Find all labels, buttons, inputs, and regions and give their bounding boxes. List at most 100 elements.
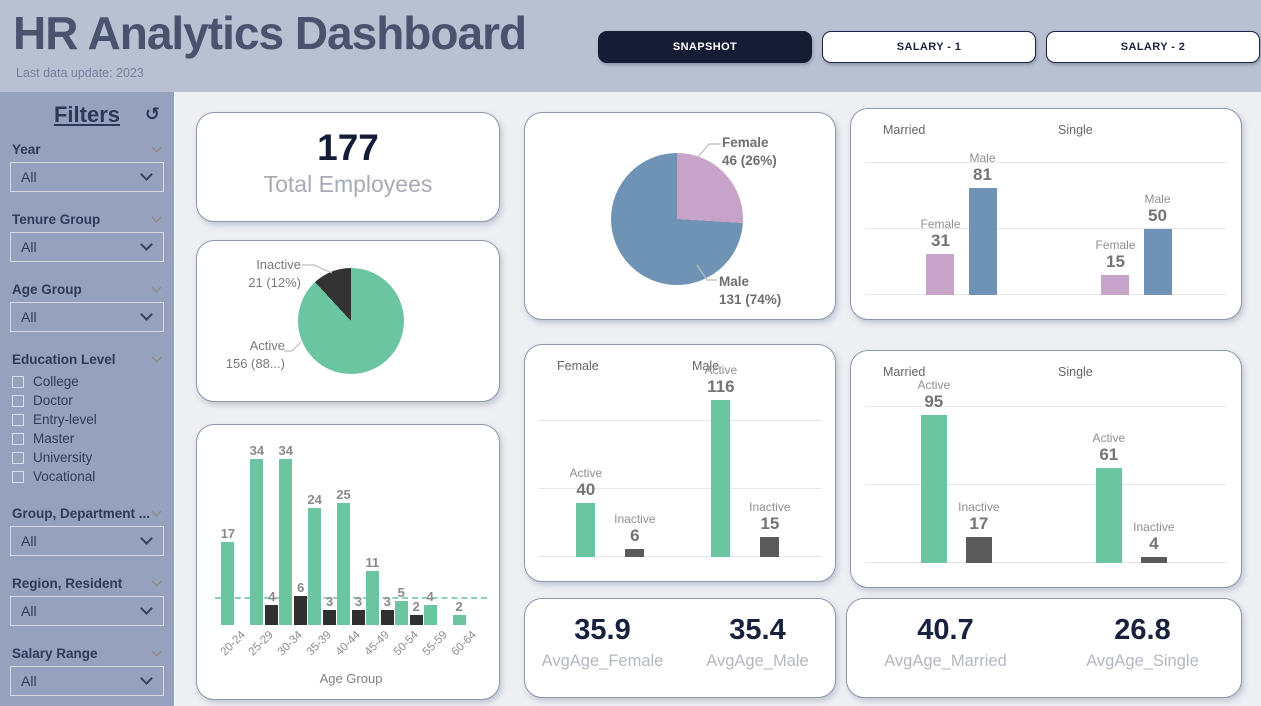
bar-group-married: Married Active 95 Inactive 17 xyxy=(871,365,1046,563)
bar-group-male: Male Active 116 Inactive 15 xyxy=(680,359,815,557)
bar-active[interactable] xyxy=(308,507,322,625)
filter-group: Group, Department ... All xyxy=(10,504,164,556)
chevron-collapse-icon[interactable] xyxy=(151,352,162,363)
bar-active[interactable] xyxy=(394,600,408,625)
bar-active[interactable] xyxy=(452,615,466,625)
checkbox[interactable] xyxy=(12,413,24,426)
tab-snapshot[interactable]: SNAPSHOT xyxy=(598,31,812,63)
bar-active[interactable] xyxy=(221,541,235,625)
filter-dropdown[interactable]: All xyxy=(10,232,164,262)
bar-active[interactable] xyxy=(920,414,947,563)
bar-value-label: 4 xyxy=(268,589,276,605)
filters-title: Filters xyxy=(53,102,121,127)
filter-label-row: Age Group xyxy=(10,280,164,298)
filter-label: Region, Resident xyxy=(12,575,123,591)
pie[interactable] xyxy=(298,268,404,374)
bar-inactive[interactable] xyxy=(965,536,992,563)
bar-inactive[interactable] xyxy=(625,548,645,557)
age-cluster: 17 xyxy=(221,439,249,625)
chevron-collapse-icon[interactable] xyxy=(151,646,162,657)
gender-pie-chart: Female 46 (26%) Male 131 (74%) xyxy=(525,113,835,319)
bar-wrap: Inactive 15 xyxy=(749,359,791,557)
bar-value-label: 17 xyxy=(969,513,989,533)
bar-active[interactable] xyxy=(576,502,596,557)
filter-option[interactable]: University xyxy=(10,448,164,467)
bar-value-label: 40 xyxy=(576,479,596,499)
bar-inactive[interactable] xyxy=(760,536,780,557)
tab-salary-2[interactable]: SALARY - 2 xyxy=(1046,31,1260,63)
filter-option[interactable]: Entry-level xyxy=(10,410,164,429)
filter-dropdown[interactable]: All xyxy=(10,162,164,192)
tab-salary-1[interactable]: SALARY - 1 xyxy=(822,31,1036,63)
chevron-collapse-icon[interactable] xyxy=(151,576,162,587)
bar-inactive[interactable] xyxy=(265,605,279,625)
bar-wrap: Male 81 xyxy=(968,123,997,295)
bar-inactive[interactable] xyxy=(294,595,308,625)
filter-dropdown[interactable]: All xyxy=(10,526,164,556)
bar-female[interactable] xyxy=(926,254,955,295)
bar-wrap: 11 xyxy=(366,439,379,625)
checkbox[interactable] xyxy=(12,451,24,464)
reset-filters-icon[interactable]: ↺ xyxy=(144,104,160,125)
bar-wrap: Active 40 xyxy=(569,359,602,557)
filter-option-label: University xyxy=(33,450,93,465)
bars: Active 95 Inactive 17 xyxy=(871,365,1046,563)
card-gender-pie: Female 46 (26%) Male 131 (74%) xyxy=(524,112,836,320)
age-category: 17 xyxy=(221,439,250,625)
axis-tick: 60-64 xyxy=(449,625,481,671)
filter-option[interactable]: Vocational xyxy=(10,467,164,486)
bar-active[interactable] xyxy=(337,502,350,625)
bar-wrap: 4 xyxy=(265,439,279,625)
pie[interactable] xyxy=(611,153,743,285)
chevron-collapse-icon[interactable] xyxy=(151,212,162,223)
chevron-collapse-icon[interactable] xyxy=(151,506,162,517)
pie-label-name: Inactive xyxy=(256,257,301,272)
axis-tick: 45-49 xyxy=(362,625,394,671)
gridline xyxy=(865,161,1227,163)
bar-inactive[interactable] xyxy=(323,610,337,625)
axis-tick-label: 45-49 xyxy=(362,629,392,659)
bar-male[interactable] xyxy=(968,187,997,295)
axis-tick-label: 30-34 xyxy=(275,629,306,659)
bar-female[interactable] xyxy=(1101,275,1130,295)
age-cluster: 34 4 xyxy=(250,439,279,625)
checkbox[interactable] xyxy=(12,394,24,407)
filter-option[interactable]: College xyxy=(10,372,164,391)
bar-active[interactable] xyxy=(711,399,731,557)
checkbox[interactable] xyxy=(12,375,24,388)
checkbox[interactable] xyxy=(12,432,24,445)
gender-status-chart: Female Active 40 Inactive 6 Male Active 116 Inac… xyxy=(539,359,821,557)
chevron-collapse-icon[interactable] xyxy=(151,142,162,153)
pie-label-value: 131 (74%) xyxy=(719,292,782,308)
bar-series-label: Male xyxy=(1144,191,1171,206)
bars: Female 31 Male 81 xyxy=(871,123,1046,295)
filter-option[interactable]: Master xyxy=(10,429,164,448)
bar-inactive[interactable] xyxy=(1140,556,1167,563)
filter-label: Salary Range xyxy=(12,645,98,661)
bar-inactive[interactable] xyxy=(380,610,394,625)
bar-active[interactable] xyxy=(250,458,264,625)
pie-label-active: Active 156 (88...) xyxy=(201,337,285,372)
checkbox[interactable] xyxy=(12,470,24,483)
card-marital-status-chart: Married Active 95 Inactive 17 Single Active 61 I… xyxy=(850,350,1242,588)
bar-group-single: Single Active 61 Inactive 4 xyxy=(1046,365,1221,563)
bar-active[interactable] xyxy=(365,571,379,625)
gridline xyxy=(539,488,821,490)
chevron-collapse-icon[interactable] xyxy=(151,282,162,293)
bar-inactive[interactable] xyxy=(409,615,423,625)
bar-active[interactable] xyxy=(279,458,293,625)
bar-inactive[interactable] xyxy=(352,610,365,625)
filter-label-row: Education Level xyxy=(10,350,164,368)
bar-male[interactable] xyxy=(1143,228,1172,295)
bar-active[interactable] xyxy=(1095,467,1122,563)
filter-dropdown[interactable]: All xyxy=(10,596,164,626)
filter-dropdown[interactable]: All xyxy=(10,302,164,332)
bar-active[interactable] xyxy=(423,605,437,625)
filter-dropdown[interactable]: All xyxy=(10,666,164,696)
avg-age-female-label: AvgAge_Female xyxy=(541,652,664,670)
bars: Active 61 Inactive 4 xyxy=(1046,365,1221,563)
filter-label: Education Level xyxy=(12,351,116,367)
gridline xyxy=(865,562,1227,563)
filter-option[interactable]: Doctor xyxy=(10,391,164,410)
filter-group: Salary Range All xyxy=(10,644,164,696)
